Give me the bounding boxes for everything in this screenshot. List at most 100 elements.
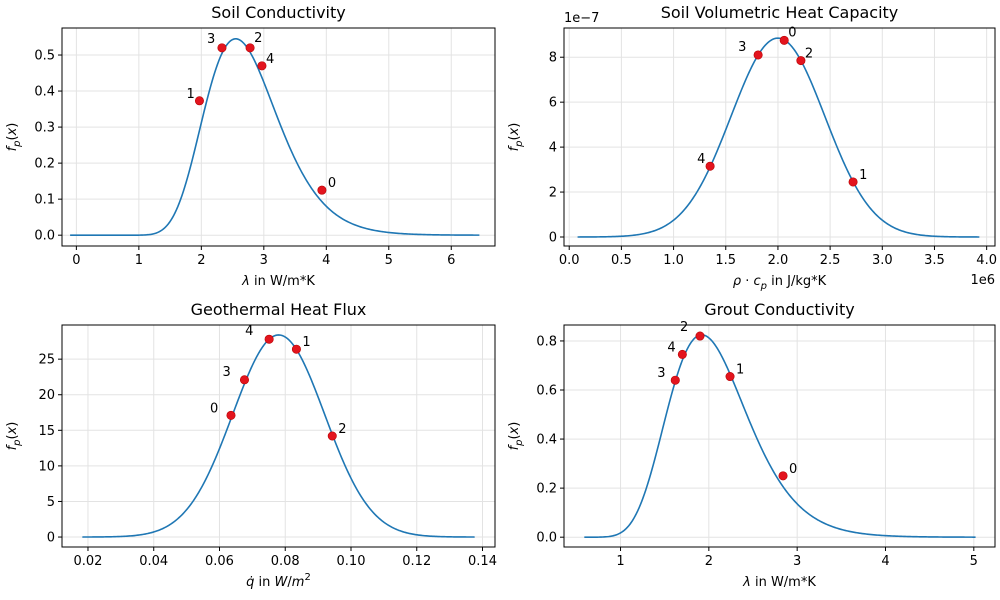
x-tick-label: 0.12 (402, 554, 431, 569)
y-tick-label: 0.5 (34, 49, 55, 64)
y-tick-label: 25 (38, 353, 55, 368)
x-tick-label: 0.5 (611, 253, 632, 268)
sample-point-label: 2 (805, 47, 813, 62)
sample-point (239, 375, 249, 385)
y-axis-label: fp(x) (5, 123, 23, 152)
sample-point-label: 1 (859, 168, 867, 183)
x-tick-label: 0.08 (271, 554, 300, 569)
sample-point (217, 43, 227, 53)
sample-point-label: 2 (338, 422, 346, 437)
axes-frame (61, 324, 496, 548)
density-curve (584, 334, 976, 538)
y-offset-label: 1e−7 (564, 11, 599, 26)
x-tick-label: 3.5 (924, 253, 945, 268)
x-offset-label: 1e6 (970, 273, 995, 288)
y-tick-label: 2 (549, 186, 557, 201)
x-tick-label: 1.5 (715, 253, 736, 268)
chart-title: Grout Conductivity (704, 300, 854, 319)
plot-area (62, 325, 495, 547)
y-tick-label: 0.2 (536, 482, 557, 497)
sample-point (245, 43, 255, 53)
plot-area (62, 28, 495, 246)
sample-point-label: 4 (667, 340, 675, 355)
sample-point (291, 344, 301, 354)
x-axis-label: λ in W/m*K (241, 274, 315, 289)
x-tick-label: 0.02 (73, 554, 102, 569)
density-curve (577, 37, 980, 238)
x-tick-label: 2 (197, 253, 205, 268)
y-tick-label: 10 (38, 459, 55, 474)
y-tick-label: 0.3 (34, 121, 55, 136)
sample-point (226, 410, 236, 420)
x-axis-label: ρ · cp in J/kg*K (733, 274, 827, 292)
x-tick-label: 0.0 (559, 253, 580, 268)
sample-point-label: 0 (328, 176, 336, 191)
chart-title: Soil Conductivity (211, 3, 346, 22)
y-tick-label: 0.2 (34, 157, 55, 172)
y-tick-label: 0.8 (536, 334, 557, 349)
y-axis-label: fp(x) (507, 123, 525, 152)
y-axis-label: fp(x) (5, 422, 23, 451)
sample-point-label: 2 (680, 320, 688, 335)
sample-point (848, 177, 858, 187)
x-tick-label: 2.5 (820, 253, 841, 268)
sample-point-label: 3 (657, 366, 665, 381)
y-tick-label: 0.6 (536, 384, 557, 399)
x-tick-label: 0 (72, 253, 80, 268)
y-tick-label: 0.1 (34, 193, 55, 208)
x-tick-label: 0.10 (337, 554, 366, 569)
sample-point (779, 35, 789, 45)
sample-point-label: 1 (186, 87, 194, 102)
sample-point-label: 3 (738, 40, 746, 55)
chart-title: Soil Volumetric Heat Capacity (661, 3, 899, 22)
x-tick-label: 3.0 (872, 253, 893, 268)
sample-point-label: 1 (736, 363, 744, 378)
y-tick-label: 8 (549, 51, 557, 66)
x-tick-label: 0.04 (139, 554, 168, 569)
y-tick-label: 0.4 (536, 433, 557, 448)
density-curve (70, 38, 480, 236)
plot-soil-volumetric-heat-capacity: 0.0 0.5 1.0 1.5 2.0 2.5 3.0 3.5 4.00246801234Soi… (507, 3, 997, 292)
y-tick-label: 0.4 (34, 85, 55, 100)
sample-point (705, 161, 715, 171)
sample-point (264, 334, 274, 344)
plot-area (564, 325, 995, 547)
x-axis-label: q̇ in W/m2 (246, 572, 311, 590)
sample-point (257, 61, 267, 71)
x-tick-label: 2.0 (768, 253, 789, 268)
sample-point (695, 331, 705, 341)
x-tick-label: 4 (322, 253, 330, 268)
sample-point (194, 96, 204, 106)
x-tick-label: 1 (135, 253, 143, 268)
x-tick-label: 3 (260, 253, 268, 268)
y-tick-label: 20 (38, 388, 55, 403)
sample-point (317, 185, 327, 195)
y-tick-label: 4 (549, 141, 557, 156)
y-tick-label: 15 (38, 424, 55, 439)
x-tick-label: 1 (616, 554, 624, 569)
sample-point-label: 4 (245, 324, 253, 339)
y-tick-label: 5 (47, 495, 55, 510)
y-tick-label: 0.0 (536, 531, 557, 546)
y-tick-label: 0 (549, 231, 557, 246)
sample-point-label: 4 (697, 152, 705, 167)
sample-point-label: 0 (788, 25, 796, 40)
sample-point (753, 50, 763, 60)
sample-point (778, 471, 788, 481)
x-tick-label: 0.14 (468, 554, 497, 569)
axes-frame (61, 27, 496, 247)
y-tick-label: 0.0 (34, 229, 55, 244)
x-tick-label: 3 (793, 554, 801, 569)
sample-point (677, 349, 687, 359)
sample-point (725, 372, 735, 382)
chart-title: Geothermal Heat Flux (191, 300, 367, 319)
x-tick-label: 0.06 (205, 554, 234, 569)
x-tick-label: 2 (705, 554, 713, 569)
sample-point (327, 431, 337, 441)
density-curve (82, 334, 475, 538)
plot-area (564, 28, 995, 246)
sample-point-label: 1 (302, 335, 310, 350)
plot-geothermal-heat-flux: 0.02 0.04 0.06 0.08 0.10 0.12 0.14 0 5 10 15 20 25 0 1… (5, 300, 497, 590)
y-tick-label: 0 (47, 531, 55, 546)
